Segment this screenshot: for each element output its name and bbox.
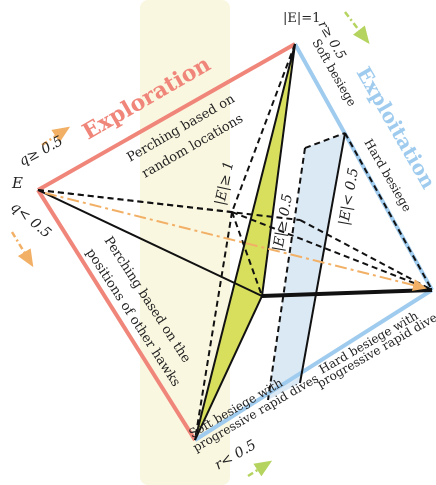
e-vertex-label: E [11,174,23,192]
r-lt-arrow [247,460,273,478]
dashdot-arrow-line [44,192,427,291]
q-ge-label: q≥ 0.5 [16,133,65,169]
q-lt-arrow [10,231,34,268]
r-ge-arrow [344,11,370,44]
blue-plane [268,133,345,400]
top-value-label: |E|=1 [283,11,320,26]
hard-dives-text-1: Hard besiege with [317,308,421,376]
hard-dives-text-2: progressive rapid dives [315,307,436,390]
exploration-edge-top [37,42,296,192]
q-ge-arrow [41,126,71,147]
dashed-lines [37,43,433,441]
exploitation-edge-bottom [193,288,434,442]
exploration-edge-bottom [36,188,197,442]
solid-lines [37,43,433,441]
e-lt-05-label: |E|< 0.5 [336,167,362,227]
